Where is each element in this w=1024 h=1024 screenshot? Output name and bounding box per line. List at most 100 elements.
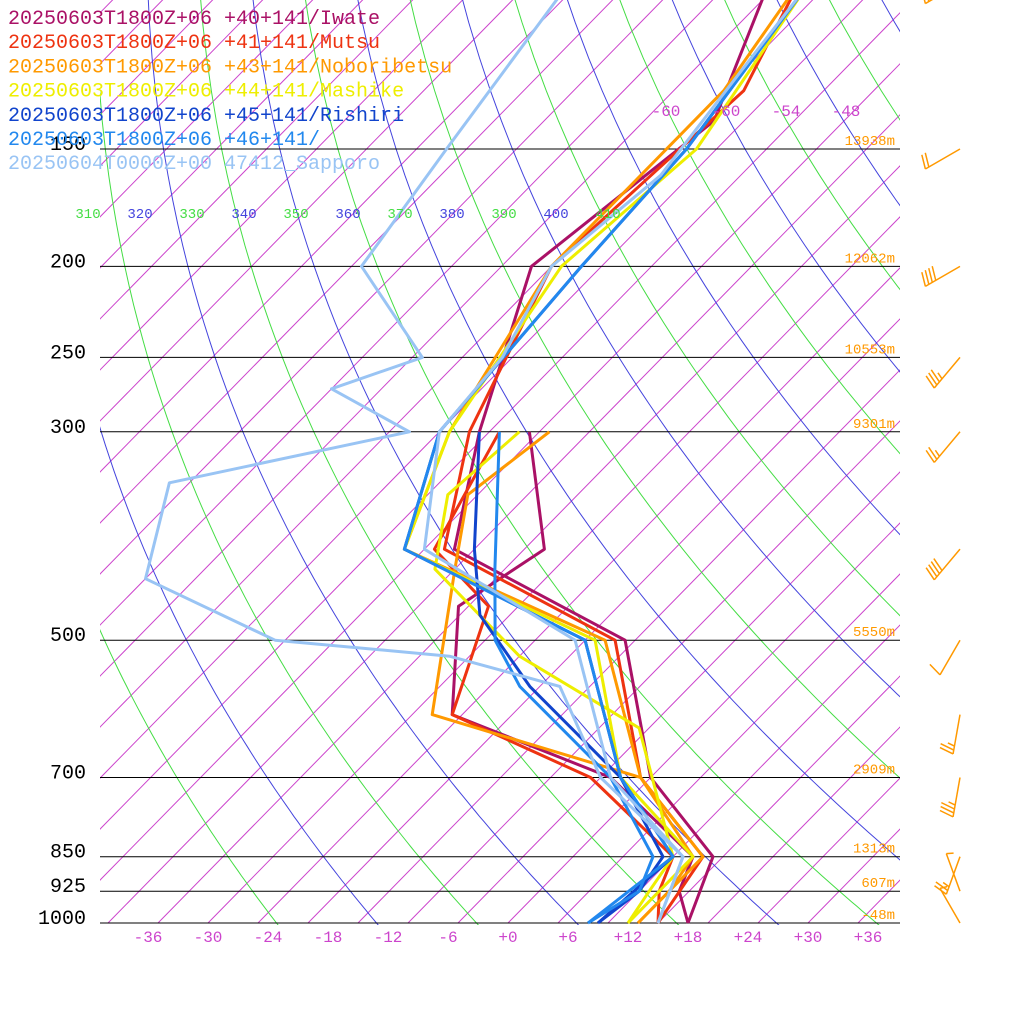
dewpoint-line [432, 431, 675, 924]
dewpoint-line [450, 431, 695, 924]
temperature-tick-label: -12 [374, 929, 403, 947]
wind-barb-flag [939, 746, 954, 755]
isotherm-line [100, 0, 414, 320]
theta-label: 390 [491, 207, 516, 223]
upper-temperature-label: -54 [772, 103, 801, 121]
height-label: 607m [861, 876, 895, 892]
temperature-tick-label: +30 [794, 929, 823, 947]
wind-barb [934, 856, 961, 895]
height-label: 9301m [853, 417, 895, 433]
dry-adiabat-line [462, 0, 900, 698]
dewpoint-line [472, 431, 665, 925]
wind-barb [945, 852, 961, 892]
theta-label: 410 [595, 207, 620, 223]
isotherm-line [1008, 0, 1024, 923]
wind-barb-flag [923, 0, 927, 4]
wind-barb-staff [933, 548, 961, 581]
wind-barb-flag [925, 449, 935, 463]
isotherm-line [100, 0, 314, 218]
wind-barb-flag [924, 152, 930, 168]
wind-barb-flag [935, 881, 949, 892]
wind-barb [925, 548, 961, 581]
theta-label: 330 [179, 207, 204, 223]
theta-label: 310 [75, 207, 100, 223]
isotherm-line [507, 522, 900, 924]
temperature-tick-label: +12 [614, 929, 643, 947]
wind-barb-staff [952, 714, 961, 755]
legend-entry: 20250603T1800Z+06 +46+141/ [8, 129, 320, 152]
temperature-tick-label: -30 [194, 929, 223, 947]
temperature-tick-label: +0 [498, 929, 517, 947]
temperature-line [402, 0, 800, 925]
pressure-label: 925 [50, 876, 86, 899]
wind-barb-flag [940, 805, 955, 814]
wind-barb-staff [924, 148, 961, 170]
wind-barb-half [939, 885, 948, 890]
wind-barb [925, 356, 961, 389]
wind-barb-flag [925, 375, 935, 389]
wind-barb-half [942, 881, 950, 888]
wind-barb-half [948, 801, 956, 806]
wind-barb [929, 639, 961, 676]
pressure-label: 300 [50, 417, 86, 440]
wind-barb [921, 148, 961, 170]
isotherm-line [157, 165, 900, 924]
isotherm-line [557, 573, 900, 924]
wind-barb-flag [924, 270, 930, 285]
temperature-tick-label: -36 [134, 929, 163, 947]
legend-entry: 20250603T1800Z+06 +43+141/Noboribetsu [8, 56, 452, 79]
isotherm-line [457, 471, 900, 924]
upper-temperature-label: -48 [832, 103, 861, 121]
height-label: 5550m [853, 625, 895, 641]
isotherm-line [908, 0, 1024, 923]
temperature-tick-label: +24 [734, 929, 763, 947]
isotherm-line [100, 63, 900, 881]
temperature-tick-label: -24 [254, 929, 283, 947]
dry-adiabat-line [794, 0, 1024, 943]
temperature-tick-label: +18 [674, 929, 703, 947]
wind-barb [921, 265, 961, 287]
wind-barb-flag [929, 663, 941, 676]
legend: 20250603T1800Z+06 +40+141/Iwate20250603T… [8, 8, 452, 176]
wind-barb-staff [945, 853, 961, 892]
isotherm-line [257, 267, 900, 924]
isotherm-line [807, 828, 900, 924]
temperature-tick-label: +6 [558, 929, 577, 947]
pressure-label: 700 [50, 762, 86, 785]
wind-barb-flag [941, 801, 955, 810]
isotherm-line [107, 114, 900, 924]
wind-barb-flag [921, 154, 927, 170]
legend-entry: 20250603T1800Z+06 +40+141/Iwate [8, 8, 380, 31]
isotherm-line [100, 0, 764, 677]
isotherm-line [100, 0, 614, 524]
wind-barb-flag [933, 558, 943, 572]
wind-barb [939, 714, 961, 755]
isotherm-line [100, 0, 464, 371]
isotherm-line [657, 675, 900, 924]
height-label: 1313m [853, 842, 895, 858]
wind-barb-flag [930, 561, 941, 575]
height-label: 13938m [845, 134, 895, 150]
legend-entry: 20250603T1800Z+06 +41+141/Mutsu [8, 32, 380, 55]
pressure-label: 500 [50, 625, 86, 648]
theta-label: 340 [231, 207, 256, 223]
wind-barb-flag [925, 567, 935, 581]
wind-barbs [921, 0, 961, 924]
dry-adiabat-line [100, 426, 379, 925]
upper-temperature-label: -60 [712, 103, 741, 121]
isotherm-line [357, 369, 900, 924]
isotherm-line [100, 0, 364, 269]
temperature-tick-label: -18 [314, 929, 343, 947]
dewpoint-line [433, 430, 675, 924]
height-label: -48m [861, 908, 895, 924]
temperature-tick-label: +36 [854, 929, 883, 947]
isotherm-line [407, 420, 900, 924]
theta-label: 360 [335, 207, 360, 223]
dewpoint-line [493, 431, 655, 925]
isotherm-line [100, 0, 664, 575]
dewpoint-line [430, 430, 695, 925]
dewpoint-line [144, 0, 685, 924]
wind-barb-half [934, 449, 941, 457]
height-label: 10553m [845, 342, 895, 358]
